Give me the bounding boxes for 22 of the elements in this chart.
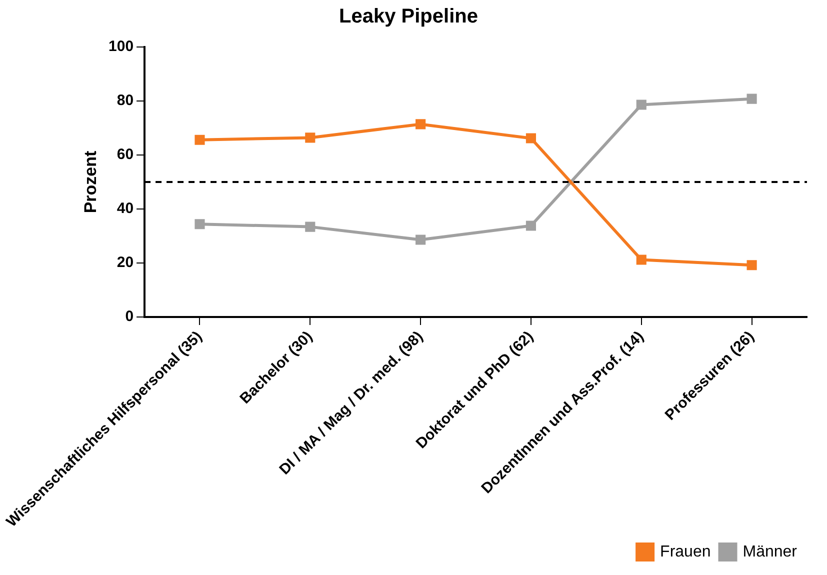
legend-label: Frauen: [660, 543, 711, 560]
point: [526, 133, 536, 144]
y-tick-label: 0: [125, 308, 134, 326]
point: [636, 254, 646, 265]
point: [194, 219, 205, 230]
y-tick-label: 80: [116, 92, 134, 110]
y-tick-label: 100: [108, 38, 134, 56]
point: [305, 222, 316, 232]
point: [305, 132, 316, 143]
point: [416, 234, 426, 245]
y-tick-label: 40: [116, 200, 134, 218]
point: [746, 94, 757, 104]
point: [416, 119, 426, 130]
point: [194, 134, 205, 145]
y-axis-title: Prozent: [81, 150, 100, 214]
y-tick-label: 60: [116, 146, 134, 164]
point: [526, 220, 536, 231]
chart-title: Leaky Pipeline: [339, 6, 478, 28]
legend-label: Männer: [742, 543, 798, 560]
point: [636, 100, 646, 110]
point: [746, 260, 757, 270]
y-tick-label: 20: [116, 254, 134, 272]
